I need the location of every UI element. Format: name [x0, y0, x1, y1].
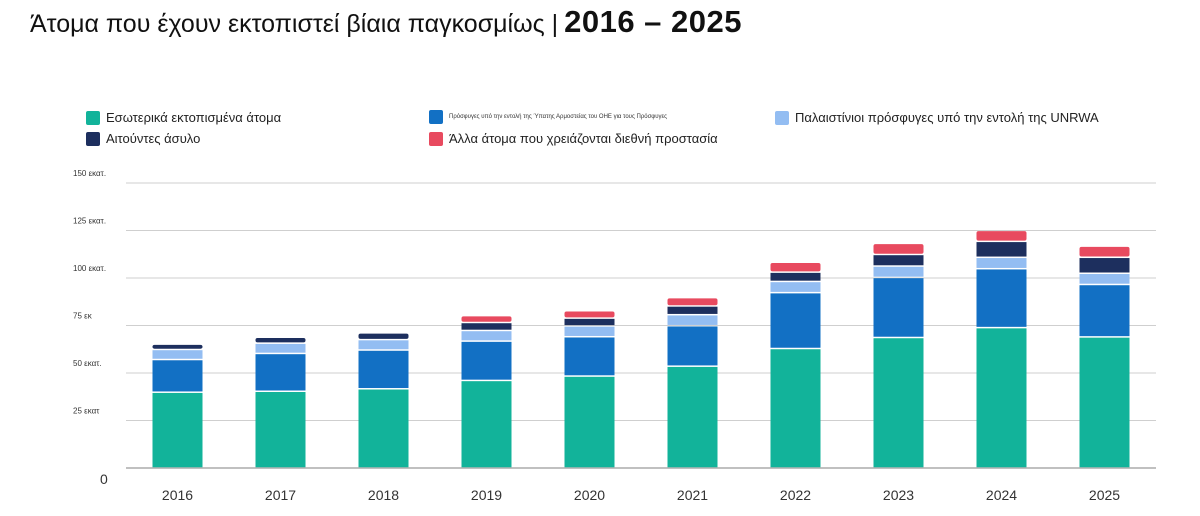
- y-tick-label: 0: [100, 471, 108, 487]
- bar-stack-2017: [255, 338, 306, 468]
- x-tick-label: 2020: [574, 487, 605, 503]
- bar-segment: [667, 366, 718, 468]
- legend-label: Πρόσφυγες υπό την εντολή της Ύπατης Αρμο…: [449, 114, 668, 120]
- legend-swatch: [86, 131, 100, 146]
- bar-segment: [564, 337, 615, 376]
- legend-item-other-protection: Άλλα άτομα που χρειάζονται διεθνή προστα…: [429, 131, 718, 146]
- bar-stack-2019: [461, 316, 512, 468]
- bar-segment: [667, 298, 718, 306]
- legend-item-internally-displaced: Εσωτερικά εκτοπισμένα άτομα: [86, 110, 281, 125]
- bar-segment: [1079, 258, 1130, 273]
- legend-item-asylum-seekers: Αιτούντες άσυλο: [86, 131, 200, 146]
- bar-segment: [255, 343, 306, 353]
- bar-segment: [1079, 274, 1130, 284]
- bar-segment: [976, 328, 1027, 468]
- x-tick-label: 2022: [780, 487, 811, 503]
- bar-stack-2020: [564, 311, 615, 468]
- bar-segment: [461, 341, 512, 380]
- legend-label: Αιτούντες άσυλο: [106, 131, 201, 146]
- legend-swatch: [429, 131, 443, 146]
- legend-label: Εσωτερικά εκτοπισμένα άτομα: [106, 110, 282, 125]
- x-tick-label: 2023: [883, 487, 914, 503]
- bar-stack-2024: [976, 231, 1027, 468]
- x-axis-tick-labels: 2016 2017 2018 2019 2020 2021 2022 2023 2024 2025: [162, 487, 1120, 503]
- legend-swatch: [429, 110, 443, 124]
- bar-segment: [873, 266, 924, 277]
- x-tick-label: 2024: [986, 487, 1017, 503]
- bar-segment: [358, 333, 409, 339]
- bar-segment: [152, 344, 203, 349]
- bar-stack-2021: [667, 298, 718, 468]
- bar-segment: [461, 316, 512, 322]
- bar-stack-2022: [770, 262, 821, 468]
- bar-segment: [255, 338, 306, 343]
- x-tick-label: 2016: [162, 487, 193, 503]
- bar-segment: [564, 318, 615, 326]
- x-tick-label: 2018: [368, 487, 399, 503]
- y-tick-label: 25 εκατ: [73, 407, 100, 416]
- bar-segment: [873, 278, 924, 337]
- bar-stack-2018: [358, 333, 409, 468]
- bar-segment: [770, 349, 821, 468]
- x-tick-label: 2021: [677, 487, 708, 503]
- bar-segment: [564, 326, 615, 336]
- bar-segment: [358, 340, 409, 350]
- bar-segment: [152, 360, 203, 392]
- bar-segment: [976, 242, 1027, 257]
- bar-segment: [873, 338, 924, 468]
- bar-segment: [770, 293, 821, 348]
- bar-segment: [358, 350, 409, 389]
- bar-segment: [1079, 337, 1130, 468]
- x-tick-label: 2019: [471, 487, 502, 503]
- bar-segment: [461, 331, 512, 341]
- chart-title: Άτομα που έχουν εκτοπιστεί βίαια παγκοσμ…: [30, 10, 559, 38]
- bar-stack-2023: [873, 244, 924, 468]
- legend-item-unrwa-refugees: Παλαιστίνιοι πρόσφυγες υπό την εντολή τη…: [775, 110, 1099, 125]
- bar-segment: [255, 354, 306, 391]
- bar-segment: [770, 282, 821, 292]
- y-tick-label: 75 εκ: [73, 312, 93, 321]
- bar-segment: [461, 323, 512, 330]
- bar-segment: [873, 255, 924, 266]
- y-tick-label: 150 εκατ.: [73, 169, 106, 178]
- bars: [152, 231, 1130, 468]
- bar-segment: [152, 392, 203, 468]
- y-tick-label: 125 εκατ.: [73, 217, 106, 226]
- bar-segment: [976, 258, 1027, 268]
- x-tick-label: 2025: [1089, 487, 1120, 503]
- bar-segment: [770, 262, 821, 272]
- bar-segment: [667, 306, 718, 314]
- bar-segment: [255, 392, 306, 468]
- bar-segment: [976, 231, 1027, 241]
- bar-segment: [1079, 285, 1130, 337]
- legend-label: Άλλα άτομα που χρειάζονται διεθνή προστα…: [449, 131, 718, 146]
- bar-segment: [667, 326, 718, 366]
- bar-segment: [1079, 246, 1130, 257]
- bar-segment: [976, 269, 1027, 327]
- legend-label: Παλαιστίνιοι πρόσφυγες υπό την εντολή τη…: [795, 110, 1099, 125]
- chart-title-years: 2016 – 2025: [564, 4, 743, 39]
- bar-segment: [667, 315, 718, 325]
- y-tick-label: 100 εκατ.: [73, 264, 106, 273]
- bar-stack-2025: [1079, 246, 1130, 468]
- bar-segment: [873, 244, 924, 254]
- legend-swatch: [775, 110, 789, 125]
- y-tick-label: 50 εκατ.: [73, 359, 102, 368]
- legend-swatch: [86, 110, 100, 125]
- x-tick-label: 2017: [265, 487, 296, 503]
- legend-item-unhcr-refugees: Πρόσφυγες υπό την εντολή της Ύπατης Αρμο…: [429, 110, 667, 124]
- bar-segment: [770, 272, 821, 281]
- bar-segment: [461, 381, 512, 468]
- chart-title-block: Άτομα που έχουν εκτοπιστεί βίαια παγκοσμ…: [30, 4, 742, 40]
- bar-segment: [564, 311, 615, 318]
- bar-segment: [358, 389, 409, 468]
- y-axis-tick-labels: 0 25 εκατ 50 εκατ. 75 εκ 100 εκατ. 125 εκατ. 1…: [73, 169, 108, 487]
- bar-segment: [564, 376, 615, 468]
- bar-segment: [152, 350, 203, 359]
- bar-stack-2016: [152, 344, 203, 468]
